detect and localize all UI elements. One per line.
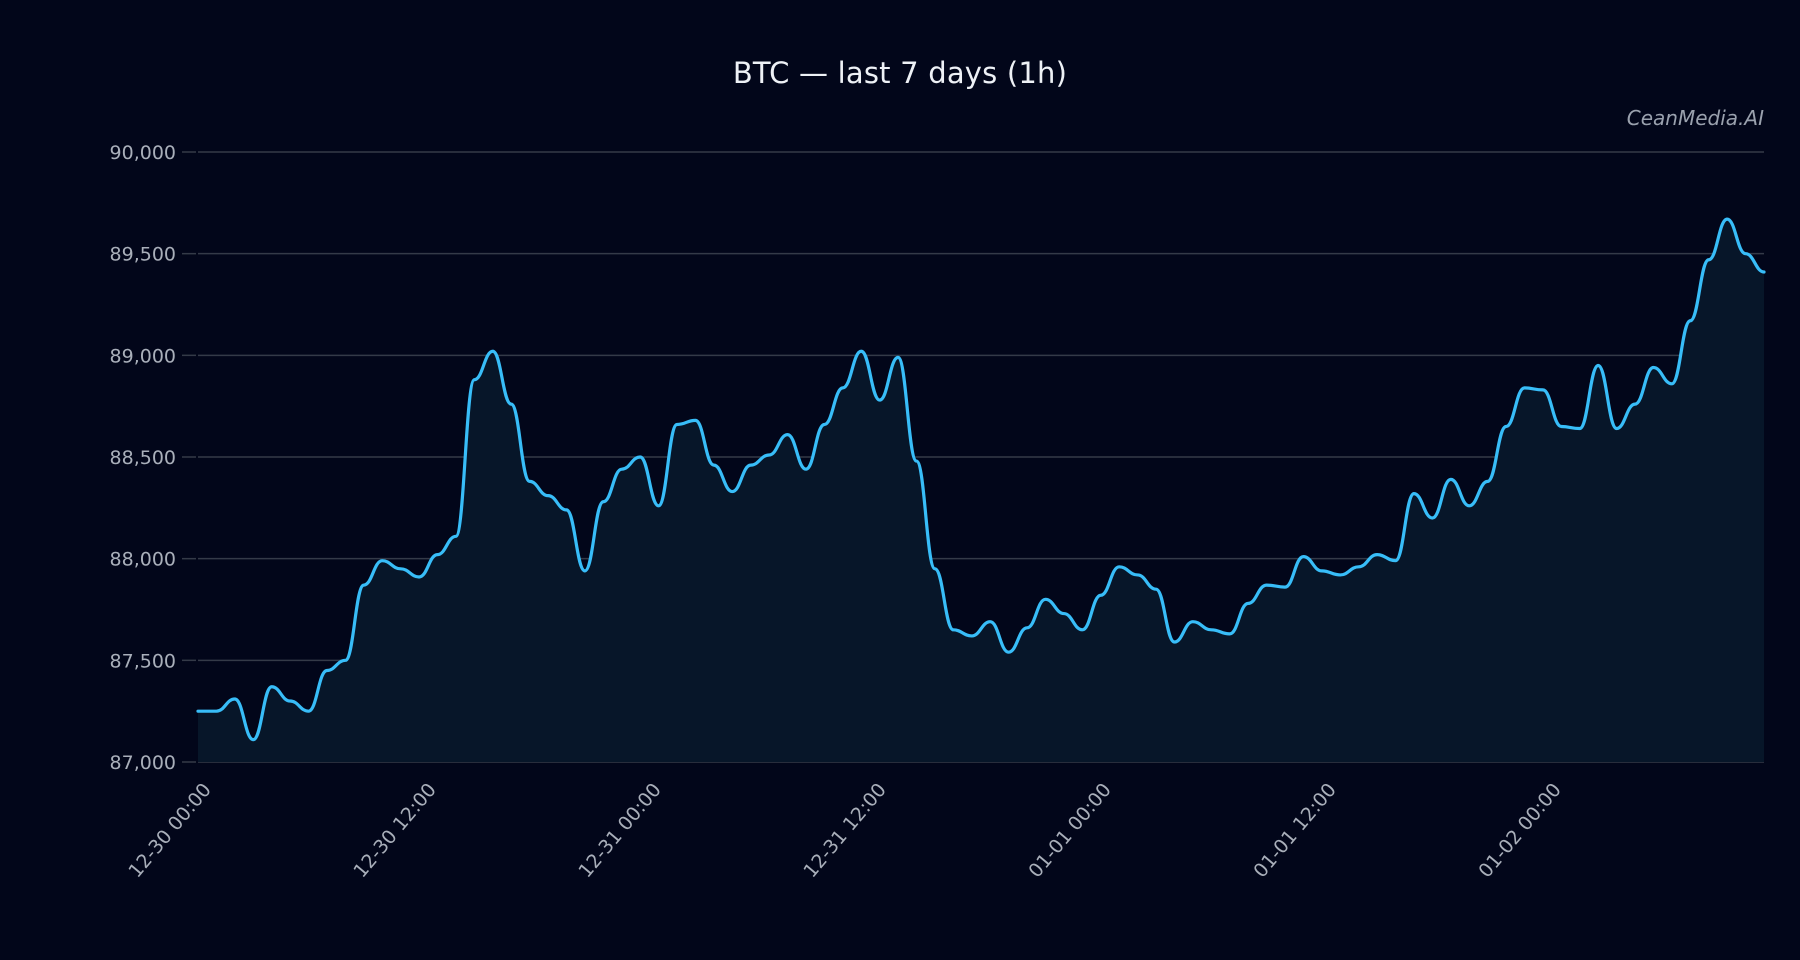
watermark: CeanMedia.AI: [1626, 106, 1764, 130]
x-tick-label: 12-31 00:00: [574, 779, 665, 882]
y-tick-label: 89,000: [110, 345, 176, 367]
y-tick-label: 87,000: [110, 752, 176, 774]
y-tick-label: 88,000: [110, 549, 176, 571]
x-tick-label: 12-31 12:00: [799, 779, 890, 882]
y-axis: 87,000 87,500 88,000 88,500 89,000 89,500 90,0…: [110, 142, 196, 774]
price-line: [196, 217, 1766, 742]
price-area-fill: [198, 219, 1764, 763]
chart-title: BTC — last 7 days (1h): [732, 56, 1068, 90]
x-tick-label: 01-01 00:00: [1024, 779, 1115, 882]
x-tick-label: 01-01 12:00: [1249, 779, 1340, 882]
x-tick-label: 12-30 12:00: [349, 779, 440, 882]
y-tick-label: 88,500: [110, 447, 176, 469]
x-axis: 12-30 00:00 12-30 12:00 12-31 00:00 12-31 1…: [124, 779, 1565, 882]
y-tick-label: 90,000: [110, 142, 176, 164]
x-tick-label: 01-02 00:00: [1474, 779, 1565, 882]
y-tick-label: 87,500: [110, 650, 176, 672]
x-tick-label: 12-30 00:00: [124, 779, 215, 882]
y-tick-label: 89,500: [110, 244, 176, 266]
